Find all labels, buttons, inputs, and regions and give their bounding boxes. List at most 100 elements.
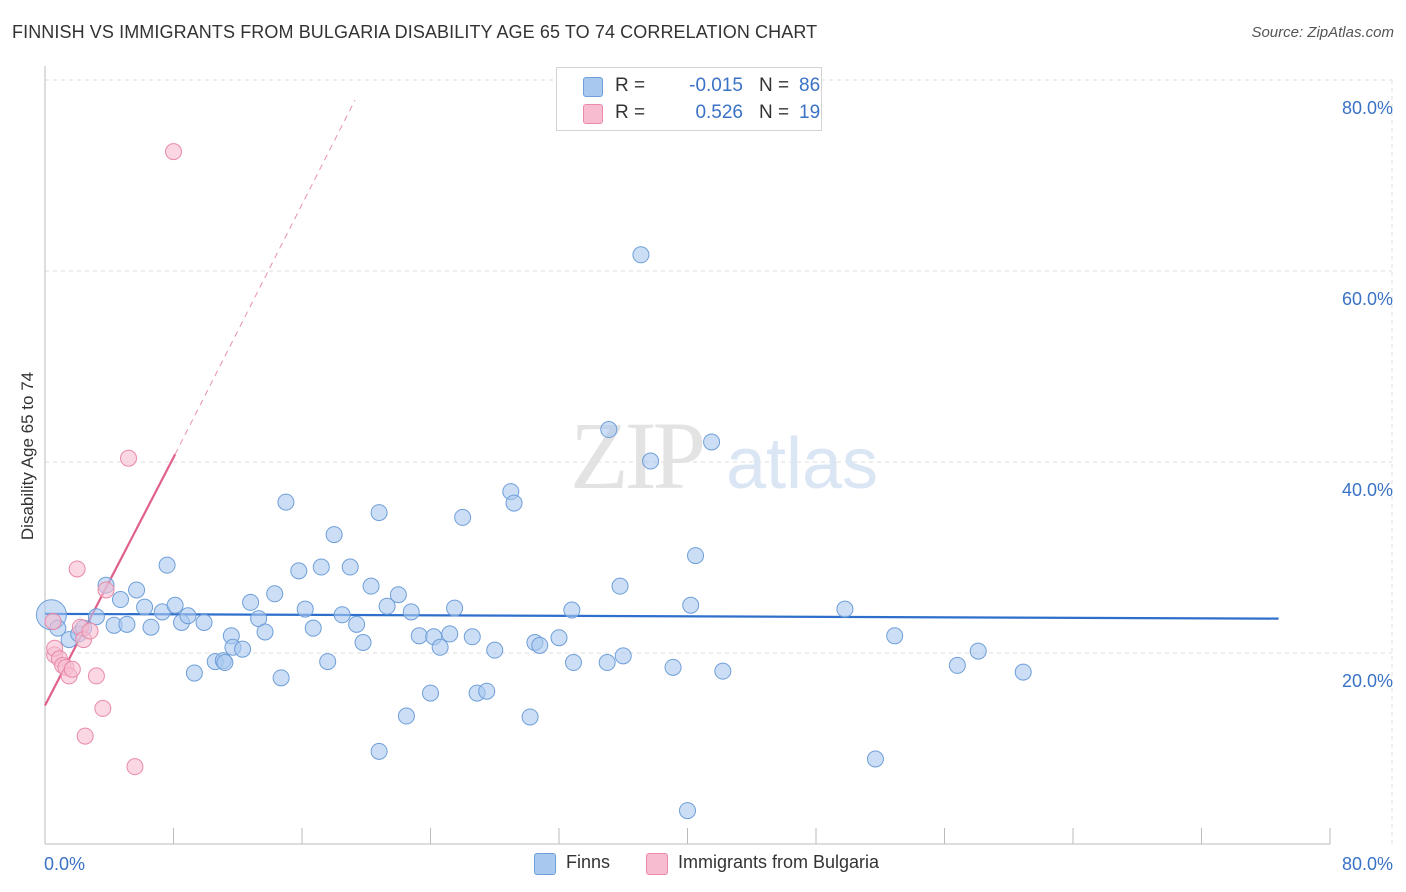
finns-point <box>1014 663 1032 681</box>
finns-point <box>564 654 582 672</box>
n-value: 19 <box>799 102 821 123</box>
finns-point <box>664 658 682 676</box>
bulgaria-legend-swatch <box>646 853 668 875</box>
bulgaria-point <box>44 612 62 630</box>
finns-point <box>600 421 618 439</box>
finns-point <box>563 601 581 619</box>
finns-point <box>272 669 290 687</box>
finns-point <box>454 508 472 526</box>
finns-point <box>463 628 481 646</box>
finns-point <box>836 600 854 618</box>
finns-point <box>389 586 407 604</box>
y-tick-label: 60.0% <box>1342 289 1393 309</box>
finns-point <box>234 640 252 658</box>
tick-labels: 20.0% 40.0% 60.0% 80.0% 0.0% 80.0% <box>44 98 1393 874</box>
finns-legend-swatch <box>534 853 556 875</box>
axes <box>44 66 1331 845</box>
finns-point <box>242 593 260 611</box>
finns-point <box>550 629 568 647</box>
finns-point <box>333 606 351 624</box>
finns-point <box>142 618 160 636</box>
bulgaria-point <box>165 143 182 161</box>
finns-legend-label: Finns <box>566 852 611 872</box>
finns-point <box>679 802 696 820</box>
finns-point <box>682 596 700 614</box>
bulgaria-swatch <box>583 104 603 124</box>
data-points <box>35 143 1032 820</box>
finns-point <box>319 653 337 671</box>
finns-point <box>312 558 330 576</box>
finns-point <box>598 654 616 672</box>
finns-point <box>136 598 154 616</box>
r-label: R = <box>615 102 646 123</box>
bulgaria-point <box>97 581 115 599</box>
finns-point <box>402 603 420 621</box>
finns-point <box>397 707 415 725</box>
finns-point <box>866 750 884 768</box>
bulgaria-trend-extension <box>174 99 356 455</box>
finns-point <box>446 599 464 617</box>
finns-point <box>422 684 439 702</box>
gridlines <box>45 79 1393 844</box>
r-value: 0.526 <box>695 102 743 123</box>
bulgaria-legend-label: Immigrants from Bulgaria <box>678 852 880 872</box>
watermark-atlas: atlas <box>726 424 878 504</box>
finns-point <box>362 577 380 595</box>
bulgaria-point <box>63 660 81 678</box>
finns-point <box>325 526 343 544</box>
x-tick-label: 80.0% <box>1342 854 1393 874</box>
finns-point <box>642 452 660 470</box>
finns-point <box>128 581 146 599</box>
finns-point <box>886 627 904 645</box>
watermark-zip: ZIP <box>570 402 703 509</box>
finns-point <box>354 633 372 651</box>
finns-point <box>296 600 314 618</box>
n-label: N = <box>759 102 790 123</box>
finns-point <box>486 641 504 659</box>
r-value: -0.015 <box>689 75 743 96</box>
n-label: N = <box>759 75 790 96</box>
finns-point <box>195 613 213 631</box>
watermark: ZIP atlas <box>570 402 878 509</box>
finns-point <box>687 547 705 565</box>
finns-point <box>703 433 721 451</box>
finns-point <box>431 638 449 656</box>
bulgaria-point <box>94 699 112 717</box>
finns-point <box>478 682 496 700</box>
finns-point <box>158 556 176 574</box>
finns-swatch <box>583 77 603 97</box>
finns-point <box>277 493 295 511</box>
finns-point <box>948 656 966 674</box>
finns-point <box>304 619 322 637</box>
finns-point <box>216 654 234 672</box>
correlation-legend: R = -0.015 N = 86 R = 0.526 N = 19 <box>556 67 822 131</box>
y-tick-label: 40.0% <box>1342 480 1393 500</box>
finns-point <box>632 246 650 264</box>
finns-point <box>348 615 366 633</box>
finns-point <box>179 607 197 625</box>
finns-point <box>370 504 388 522</box>
finns-point <box>166 596 184 614</box>
y-tick-label: 20.0% <box>1342 671 1393 691</box>
finns-point <box>441 625 459 643</box>
finns-point <box>531 636 549 654</box>
x-tick-label: 0.0% <box>44 854 85 874</box>
finns-point <box>410 627 428 645</box>
bulgaria-point <box>76 727 94 745</box>
n-value: 86 <box>799 75 821 96</box>
bulgaria-point <box>68 560 86 578</box>
bulgaria-point <box>126 758 144 776</box>
bulgaria-point <box>81 622 99 640</box>
finns-point <box>714 662 732 680</box>
bulgaria-point <box>120 449 138 467</box>
finns-trend-line <box>44 612 1279 620</box>
finns-point <box>614 647 632 665</box>
source-label: Source: ZipAtlas.com <box>1251 24 1394 41</box>
y-axis-title: Disability Age 65 to 74 <box>18 371 37 541</box>
finns-point <box>370 742 388 760</box>
finns-point <box>118 615 136 633</box>
chart-title: FINNISH VS IMMIGRANTS FROM BULGARIA DISA… <box>12 22 818 42</box>
y-tick-label: 80.0% <box>1342 98 1393 118</box>
finns-point <box>256 623 274 641</box>
